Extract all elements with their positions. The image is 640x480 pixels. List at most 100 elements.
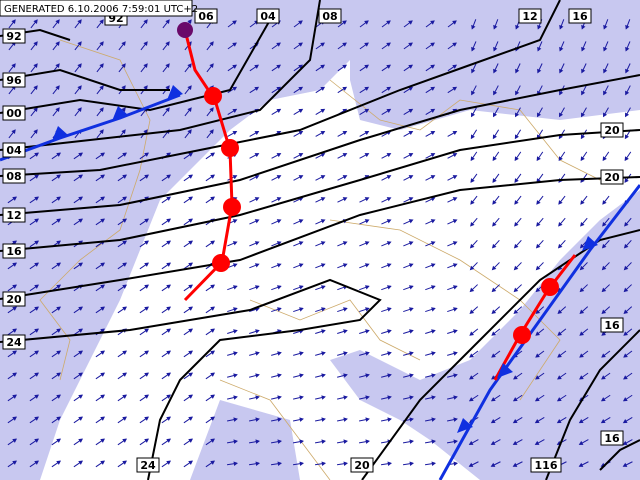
wind-arrow-head bbox=[514, 134, 519, 140]
isobar bbox=[0, 19, 271, 114]
isobar-label: 116 bbox=[535, 459, 558, 472]
wind-arrow-head bbox=[122, 438, 127, 443]
wind-arrow-head bbox=[188, 174, 193, 179]
wind-arrow-head bbox=[232, 241, 238, 246]
wind-arrow-head bbox=[491, 375, 496, 380]
wind-arrow-head bbox=[299, 439, 304, 444]
wind-arrow-head bbox=[210, 438, 215, 443]
wind-arrow-head bbox=[209, 41, 214, 46]
border bbox=[329, 219, 561, 401]
wind-arrow-head bbox=[210, 240, 215, 245]
wind-arrow-head bbox=[364, 219, 370, 224]
wind-arrow-head bbox=[56, 372, 61, 377]
wind-arrow-head bbox=[601, 375, 606, 380]
wind-arrow-head bbox=[557, 375, 562, 380]
cold-front-triangle bbox=[457, 418, 473, 433]
wind-arrow-head bbox=[187, 129, 192, 134]
wind-arrow-head bbox=[557, 353, 562, 358]
wind-arrow-head bbox=[453, 351, 458, 356]
wind-arrow-head bbox=[122, 372, 127, 377]
wind-arrow-head bbox=[513, 309, 519, 315]
wind-arrow-head bbox=[254, 197, 260, 202]
wind-arrow-head bbox=[514, 221, 519, 227]
wind-arrow-head bbox=[320, 64, 326, 69]
wind-arrow-head bbox=[78, 460, 83, 465]
wind-arrow-head bbox=[277, 351, 282, 356]
isobar-label: 16 bbox=[572, 10, 588, 23]
wind-arrow-head bbox=[603, 24, 608, 30]
wind-arrow-head bbox=[408, 131, 414, 136]
wind-arrow-head bbox=[515, 68, 520, 74]
wind-arrow-head bbox=[601, 265, 607, 271]
warm-front-semicircle bbox=[221, 139, 239, 157]
wind-arrow-head bbox=[453, 373, 458, 378]
wind-arrow-head bbox=[34, 460, 39, 465]
area-southeast bbox=[330, 190, 640, 480]
wind-arrow-head bbox=[209, 107, 214, 112]
wind-arrow-head bbox=[166, 372, 171, 377]
wind-arrow-head bbox=[470, 221, 475, 227]
wind-arrow-head bbox=[386, 64, 392, 69]
wind-arrow-head bbox=[491, 353, 496, 358]
wind-arrow-head bbox=[122, 240, 127, 245]
wind-arrow-head bbox=[34, 174, 39, 179]
wind-arrow-head bbox=[512, 440, 518, 445]
wind-arrow-head bbox=[165, 85, 170, 90]
isobar-label: 16 bbox=[604, 319, 620, 332]
wind-arrow-head bbox=[491, 243, 497, 249]
wind-arrow-head bbox=[100, 460, 105, 465]
wind-arrow-head bbox=[56, 262, 61, 267]
wind-arrow-head bbox=[453, 395, 458, 400]
wind-arrow-head bbox=[623, 265, 629, 271]
wind-arrow-head bbox=[364, 263, 370, 268]
warm-front-semicircle bbox=[212, 254, 230, 272]
wind-arrow-head bbox=[430, 64, 436, 69]
isobar-label: 16 bbox=[604, 432, 620, 445]
wind-arrow-head bbox=[601, 331, 607, 336]
wind-arrow-head bbox=[343, 395, 348, 400]
wind-arrow-head bbox=[408, 241, 414, 246]
wind-arrow-head bbox=[77, 19, 82, 24]
wind-arrow-head bbox=[166, 196, 171, 201]
wind-arrow-head bbox=[452, 175, 458, 180]
wind-arrow-head bbox=[56, 460, 61, 465]
wind-arrow-head bbox=[452, 153, 458, 158]
wind-arrow-head bbox=[55, 19, 60, 24]
wind-arrow-head bbox=[430, 42, 435, 47]
wind-arrow-head bbox=[581, 68, 586, 74]
wind-arrow-head bbox=[144, 240, 149, 245]
isobar-label: 92 bbox=[6, 30, 21, 43]
wind-arrow-head bbox=[603, 112, 608, 118]
wind-arrow-head bbox=[255, 329, 260, 334]
wind-arrow-head bbox=[431, 461, 436, 466]
wind-arrow-head bbox=[12, 416, 17, 421]
wind-arrow-head bbox=[580, 200, 585, 205]
wind-arrow-head bbox=[513, 287, 519, 293]
wind-arrow-head bbox=[581, 46, 586, 52]
wind-arrow-head bbox=[55, 85, 60, 90]
wind-arrow-head bbox=[342, 64, 348, 69]
wind-arrow-head bbox=[320, 86, 326, 91]
warm-front-semicircle bbox=[223, 198, 241, 216]
wind-arrow-head bbox=[254, 131, 260, 136]
wind-arrow-head bbox=[55, 107, 60, 112]
wind-arrow-head bbox=[343, 461, 348, 466]
wind-arrow-head bbox=[342, 42, 347, 47]
wind-arrow-head bbox=[276, 42, 281, 47]
wind-arrow-head bbox=[233, 373, 238, 378]
wind-arrow-head bbox=[144, 372, 149, 377]
wind-arrow-head bbox=[299, 395, 304, 400]
wind-arrow-head bbox=[623, 243, 629, 249]
wind-arrow-head bbox=[188, 306, 193, 311]
wind-arrow-head bbox=[122, 416, 127, 421]
wind-arrow-head bbox=[408, 285, 414, 290]
isobar-label: 04 bbox=[260, 10, 276, 23]
wind-arrow-head bbox=[364, 64, 370, 69]
wind-arrow-head bbox=[452, 285, 458, 290]
wind-arrow-head bbox=[209, 129, 214, 134]
wind-arrow-head bbox=[430, 285, 436, 290]
wind-arrow-head bbox=[210, 416, 215, 421]
wind-arrow-head bbox=[188, 240, 193, 245]
wind-arrow-head bbox=[601, 353, 606, 358]
isobar bbox=[0, 176, 640, 300]
